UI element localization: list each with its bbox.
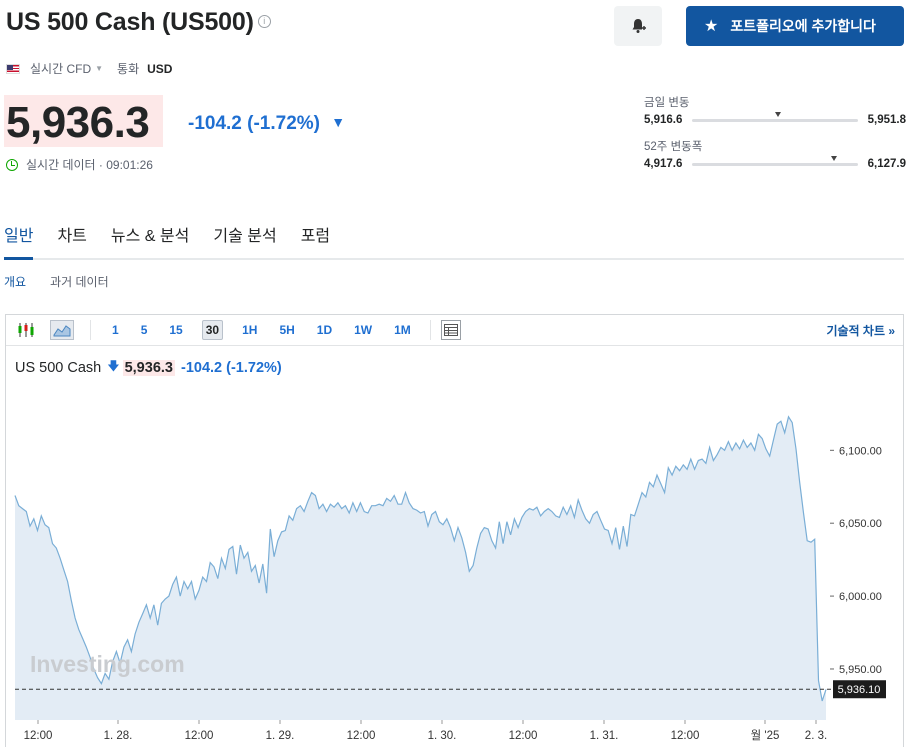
x-tick-label: 월 '25 (751, 729, 780, 742)
investing-watermark: Investing.com (30, 651, 185, 677)
week52-range-marker (831, 155, 838, 164)
tab-chart[interactable]: 차트 (57, 228, 87, 245)
realtime-cfd-label[interactable]: 실시간 CFD (30, 62, 92, 76)
instrument-meta: 실시간 CFD ▼ 통화 USD (6, 60, 172, 77)
toolbar-divider (429, 320, 431, 340)
interval-5[interactable]: 5 (140, 323, 148, 337)
area-chart-icon[interactable] (50, 320, 74, 340)
x-tick-label: 12:00 (185, 730, 214, 742)
status-text: 실시간 데이터 · 09:01:26 (26, 158, 153, 172)
subtab-historical-data[interactable]: 과거 데이터 (50, 275, 109, 289)
chevron-down-icon[interactable]: ▼ (95, 64, 104, 73)
subtab-summary[interactable]: 개요 (4, 275, 27, 289)
x-tick-label: 12:00 (24, 730, 53, 742)
week52-range: 52주 변동폭 4,917.6 6,127.9 (644, 138, 906, 170)
interval-30[interactable]: 30 (201, 320, 224, 340)
table-icon[interactable] (440, 320, 461, 340)
tab-overview[interactable]: 일반 (4, 220, 34, 260)
current-price-badge (833, 680, 886, 699)
main-tabs: 일반 차트 뉴스 & 분석 기술 분석 포럼 (4, 220, 904, 260)
bell-plus-icon (632, 19, 646, 33)
y-tick-label: 6,100.00 (839, 445, 882, 457)
interval-5h[interactable]: 5H (279, 323, 295, 337)
data-status: 실시간 데이터 · 09:01:26 (6, 156, 153, 173)
x-tick-label: 1. 29. (266, 730, 295, 742)
instrument-title: US 500 Cash (US500) i (6, 8, 271, 37)
info-icon[interactable]: i (257, 15, 271, 28)
week52-range-low: 4,917.6 (644, 158, 683, 170)
price-highlight (4, 95, 163, 147)
down-arrow-icon: ▼ (331, 114, 346, 130)
price-area (15, 416, 826, 720)
interval-1d[interactable]: 1D (316, 323, 333, 337)
day-range-low: 5,916.6 (644, 114, 683, 126)
y-tick-label: 6,050.00 (839, 518, 882, 530)
current-price-label: 5,936.10 (838, 684, 881, 696)
price-alert-button[interactable] (614, 6, 662, 46)
down-arrow-icon: 🡇 (107, 359, 120, 373)
interval-1w[interactable]: 1W (354, 323, 373, 337)
week52-range-high: 6,127.9 (867, 158, 906, 170)
week52-range-bar (692, 155, 858, 166)
x-tick-label: 12:00 (347, 730, 376, 742)
currency-value: USD (147, 61, 173, 76)
star-icon: ★ (704, 18, 719, 35)
interval-15[interactable]: 15 (169, 323, 183, 337)
price-line (14, 415, 827, 702)
day-range-label: 금일 변동 (644, 97, 690, 109)
change-value: -104.2 (188, 113, 242, 134)
week52-range-label: 52주 변동폭 (644, 141, 703, 153)
day-range-marker (775, 111, 781, 120)
clock-icon (6, 158, 18, 171)
day-range: 금일 변동 5,916.6 5,951.8 (644, 94, 906, 126)
toolbar-divider (90, 320, 91, 340)
legend-change-percent: (-1.72%) (226, 359, 282, 376)
day-range-bar (692, 111, 858, 122)
interval-1h[interactable]: 1H (242, 323, 258, 337)
add-to-portfolio-label: 포트폴리오에 추가합니다 (730, 18, 876, 34)
legend-change: -104.2 (-1.72%) (181, 360, 282, 376)
add-to-portfolio-button[interactable]: ★ 포트폴리오에 추가합니다 (686, 6, 904, 46)
legend-instrument-name: US 500 Cash (15, 359, 102, 376)
chart-legend: US 500 Cash 🡇 5,936.3 -104.2 (-1.72%) (15, 357, 282, 378)
candlestick-icon[interactable] (16, 320, 36, 340)
price-change: -104.2 (-1.72%) ▼ (188, 113, 345, 135)
x-tick-label: 1. 30. (428, 730, 457, 742)
last-price: 5,936.3 (6, 98, 150, 147)
day-range-high: 5,951.8 (867, 114, 906, 126)
sub-tabs: 개요 과거 데이터 (4, 273, 133, 290)
legend-change-value: -104.2 (180, 359, 223, 376)
interval-1[interactable]: 1 (112, 323, 119, 337)
tab-forum[interactable]: 포럼 (300, 228, 331, 245)
legend-price: 5,936.3 (122, 359, 175, 376)
x-tick-label: 12:00 (671, 730, 700, 742)
tab-technical[interactable]: 기술 분석 (213, 228, 277, 245)
x-tick-label: 1. 28. (104, 730, 133, 742)
y-tick-label: 5,950.00 (839, 664, 882, 676)
x-tick-label: 12:00 (509, 730, 538, 742)
technical-chart-link[interactable]: 기술적 차트 » (826, 324, 895, 338)
tab-news-analysis[interactable]: 뉴스 & 분석 (110, 228, 190, 245)
change-percent: (-1.72%) (247, 113, 321, 134)
y-tick-label: 6,000.00 (839, 591, 882, 603)
currency-label: 통화 (117, 62, 140, 76)
interval-1m[interactable]: 1M (394, 323, 411, 337)
us-flag-icon (6, 63, 20, 74)
x-tick-label: 2. 3. (805, 730, 827, 742)
chart-panel: 1 5 15 30 1H 5H 1D 1W 1M 기술적 차트 » (5, 314, 904, 747)
x-tick-label: 1. 31. (590, 730, 619, 742)
chart-toolbar: 1 5 15 30 1H 5H 1D 1W 1M 기술적 차트 » (6, 315, 903, 346)
